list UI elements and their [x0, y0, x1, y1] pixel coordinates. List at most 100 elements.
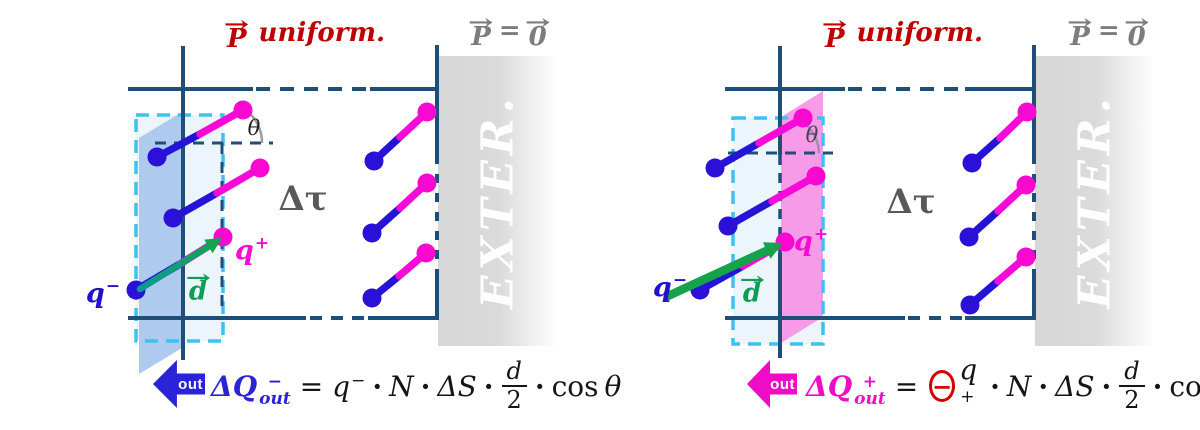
construction-lines-left: [155, 141, 273, 310]
delta-s-term: ΔS: [437, 369, 477, 403]
vector-arrow-icon: →: [1123, 10, 1150, 35]
uniform-text: uniform.: [258, 18, 386, 48]
cos-function: cos: [551, 369, 599, 403]
q-symbol: q: [332, 369, 351, 403]
lhs-supsub: − out: [259, 374, 291, 408]
p-vector: → P: [224, 12, 250, 54]
fraction-numerator: d: [1119, 358, 1145, 387]
vector-arrow-icon: →: [1067, 10, 1093, 35]
displacement-arrow-left: [136, 238, 222, 293]
p-zero-label-left: → P = → 0: [468, 10, 550, 52]
dipole-charges-right-panel: [690, 102, 1037, 315]
equals-sign: =: [894, 369, 919, 403]
vector-arrow-icon: →: [822, 12, 848, 37]
formula-lhs: ΔQ − out: [211, 369, 291, 408]
out-arrow-text: out: [770, 375, 795, 393]
zero-symbol: 0: [528, 21, 547, 52]
d-vector-label-right: → d: [739, 269, 764, 309]
lhs-sub: out: [854, 389, 886, 409]
p-uniform-label-left: → P uniform.: [224, 12, 386, 54]
n-term: N: [389, 369, 414, 403]
external-region-left: EXTER.: [438, 56, 558, 346]
theta-label-right: θ: [805, 123, 819, 147]
lhs-sup: −: [267, 372, 283, 392]
theta-arc-right: [805, 124, 821, 154]
lhs-supsub: + out: [854, 374, 886, 408]
right-panel-shapes: [663, 45, 1037, 358]
q-symbol: q: [85, 278, 105, 310]
dot-operator: ·: [420, 369, 431, 403]
q-plus-label-left: q +: [234, 233, 270, 267]
q-symbol: q: [959, 353, 978, 386]
delta-tau-label-left: Δτ: [278, 179, 328, 219]
cos-function: cos: [1169, 369, 1200, 403]
d-vector-label-left: → d: [185, 267, 210, 307]
uniform-text: uniform.: [856, 18, 984, 48]
p-zero-label-right: → P = → 0: [1067, 10, 1149, 52]
p-vector: → P: [468, 10, 494, 52]
zero-vector: → 0: [525, 12, 550, 52]
dielectric-boundary-lines-left: [128, 45, 439, 360]
dot-operator: ·: [534, 369, 545, 403]
lhs-sub: out: [259, 389, 291, 409]
q-symbol: q: [652, 272, 672, 304]
equals-sign: =: [1097, 16, 1120, 46]
theta-symbol: θ: [604, 369, 622, 403]
equals-sign: =: [299, 369, 324, 403]
p-symbol: P: [824, 23, 845, 54]
lhs-sup: +: [862, 372, 878, 392]
n-term: N: [1006, 369, 1032, 403]
formula-delta-q-plus: ΔQ +out = − q+ · N · ΔS · d2 · cos θ: [806, 351, 1200, 421]
vector-arrow-icon: →: [224, 12, 250, 37]
delta-q-symbol: ΔQ: [211, 369, 258, 403]
dot-operator: ·: [372, 369, 383, 403]
zero-vector: → 0: [1124, 12, 1149, 52]
q-minus-label-right: q −: [652, 270, 688, 304]
formula-lhs: ΔQ + out: [806, 369, 886, 408]
dipole-charges-left-panel: [126, 100, 437, 308]
dipoles-boundary-right-panel: [965, 108, 1031, 309]
equals-sign: =: [498, 16, 521, 46]
p-symbol: P: [226, 23, 247, 54]
d-symbol: d: [188, 276, 208, 307]
external-region-right: EXTER.: [1035, 56, 1155, 346]
q-symbol: q: [234, 235, 254, 267]
p-vector: → P: [822, 12, 848, 54]
vector-arrow-icon: →: [739, 267, 765, 292]
dot-operator: ·: [483, 369, 494, 403]
vector-arrow-icon: →: [524, 10, 551, 35]
dot-operator: ·: [1038, 369, 1049, 403]
dot-operator: ·: [1152, 369, 1163, 403]
fraction-denominator: 2: [1124, 386, 1140, 414]
delta-q-symbol: ΔQ: [806, 369, 853, 403]
p-vector: → P: [1067, 10, 1093, 52]
delta-s-term: ΔS: [1055, 369, 1095, 403]
p-symbol: P: [471, 21, 491, 52]
dot-operator: ·: [1101, 369, 1112, 403]
negative-charge-slab: [139, 112, 182, 374]
d-symbol: d: [742, 278, 762, 309]
dot-operator: ·: [990, 369, 1000, 403]
q-term: q+: [959, 353, 978, 407]
circled-minus-sign: −: [929, 370, 956, 402]
delta-tau-label-right: Δτ: [886, 182, 936, 222]
d-vector: → d: [185, 267, 210, 307]
vector-arrow-icon: →: [468, 10, 494, 35]
p-symbol: P: [1070, 21, 1090, 52]
displacement-arrow-right: [663, 242, 783, 301]
p-uniform-label-right: → P uniform.: [822, 12, 984, 54]
vector-arrow-icon: →: [185, 265, 211, 290]
out-arrow-text: out: [178, 375, 203, 393]
theta-label-left: θ: [247, 116, 261, 140]
d-vector: → d: [739, 269, 764, 309]
q-minus-label-left: q −: [85, 276, 121, 310]
left-panel-shapes: [126, 45, 439, 374]
zero-symbol: 0: [1127, 21, 1146, 52]
q-symbol: q: [793, 226, 813, 258]
fraction-denominator: 2: [506, 386, 522, 414]
q-plus-label-right: q +: [793, 224, 829, 258]
